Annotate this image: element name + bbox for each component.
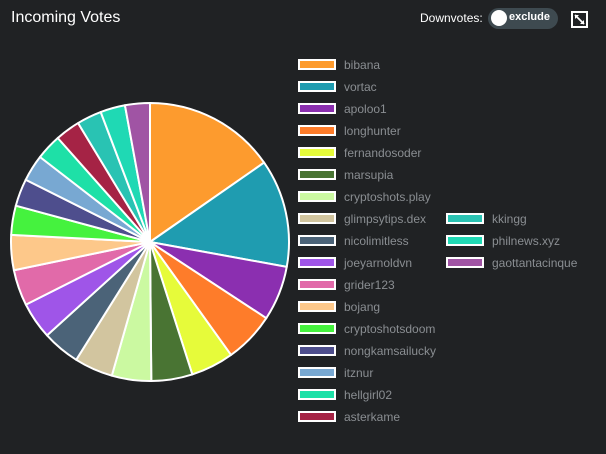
legend-swatch [298, 59, 336, 70]
legend-swatch [298, 147, 336, 158]
legend-label: kkingg [492, 212, 527, 226]
legend-label: bibana [344, 58, 381, 72]
legend-label: cryptoshots.play [344, 190, 431, 204]
legend-label: philnews.xyz [492, 234, 561, 248]
toggle-label: exclude [509, 11, 550, 23]
legend-label: bojang [344, 300, 381, 314]
legend-swatch [298, 257, 336, 268]
legend-swatch [298, 367, 336, 378]
legend-label: joeyarnoldvn [344, 256, 413, 270]
legend-label: fernandosoder [344, 146, 422, 160]
downvotes-label: Downvotes: [420, 11, 483, 25]
legend-swatch [298, 389, 336, 400]
legend-label: itznur [344, 366, 374, 380]
legend-label: marsupia [344, 168, 394, 182]
legend-swatch [298, 279, 336, 290]
pie-slice-gaottantacinque[interactable] [123, 102, 151, 243]
legend-label: glimpsytips.dex [344, 212, 427, 226]
legend-label: gaottantacinque [492, 256, 578, 270]
legend-label: hellgirl02 [344, 388, 393, 402]
pie-slice-vortac[interactable] [149, 161, 290, 268]
pie-slices [10, 102, 290, 382]
legend-swatch [446, 213, 484, 224]
legend-swatch [298, 301, 336, 312]
legend-swatch [298, 125, 336, 136]
legend-swatch [298, 169, 336, 180]
downvotes-toggle[interactable]: exclude [488, 8, 558, 29]
toggle-knob[interactable] [491, 10, 507, 26]
chart-title: Incoming Votes [11, 9, 121, 26]
legend-swatch [298, 213, 336, 224]
legend-swatch [446, 257, 484, 268]
legend-swatch [298, 345, 336, 356]
legend-label: nongkamsailucky [344, 344, 437, 358]
legend-label: cryptoshotsdoom [344, 322, 436, 336]
pie-slice-bibana[interactable] [149, 102, 266, 243]
legend-label: nicolimitless [344, 234, 409, 248]
legend-swatch [298, 235, 336, 246]
expand-icon[interactable] [571, 11, 588, 28]
legend-swatch [298, 103, 336, 114]
legend-swatch [298, 323, 336, 334]
legend-label: grider123 [344, 278, 395, 292]
legend-label: apoloo1 [344, 102, 387, 116]
legend-label: vortac [344, 80, 377, 94]
legend-swatch [298, 81, 336, 92]
legend-swatch [298, 411, 336, 422]
pie-chart [10, 102, 290, 382]
legend-swatch [298, 191, 336, 202]
legend-swatch [446, 235, 484, 246]
legend-label: asterkame [344, 410, 401, 424]
chart-header: Incoming Votes Downvotes: exclude [0, 0, 606, 40]
legend-label: longhunter [344, 124, 401, 138]
